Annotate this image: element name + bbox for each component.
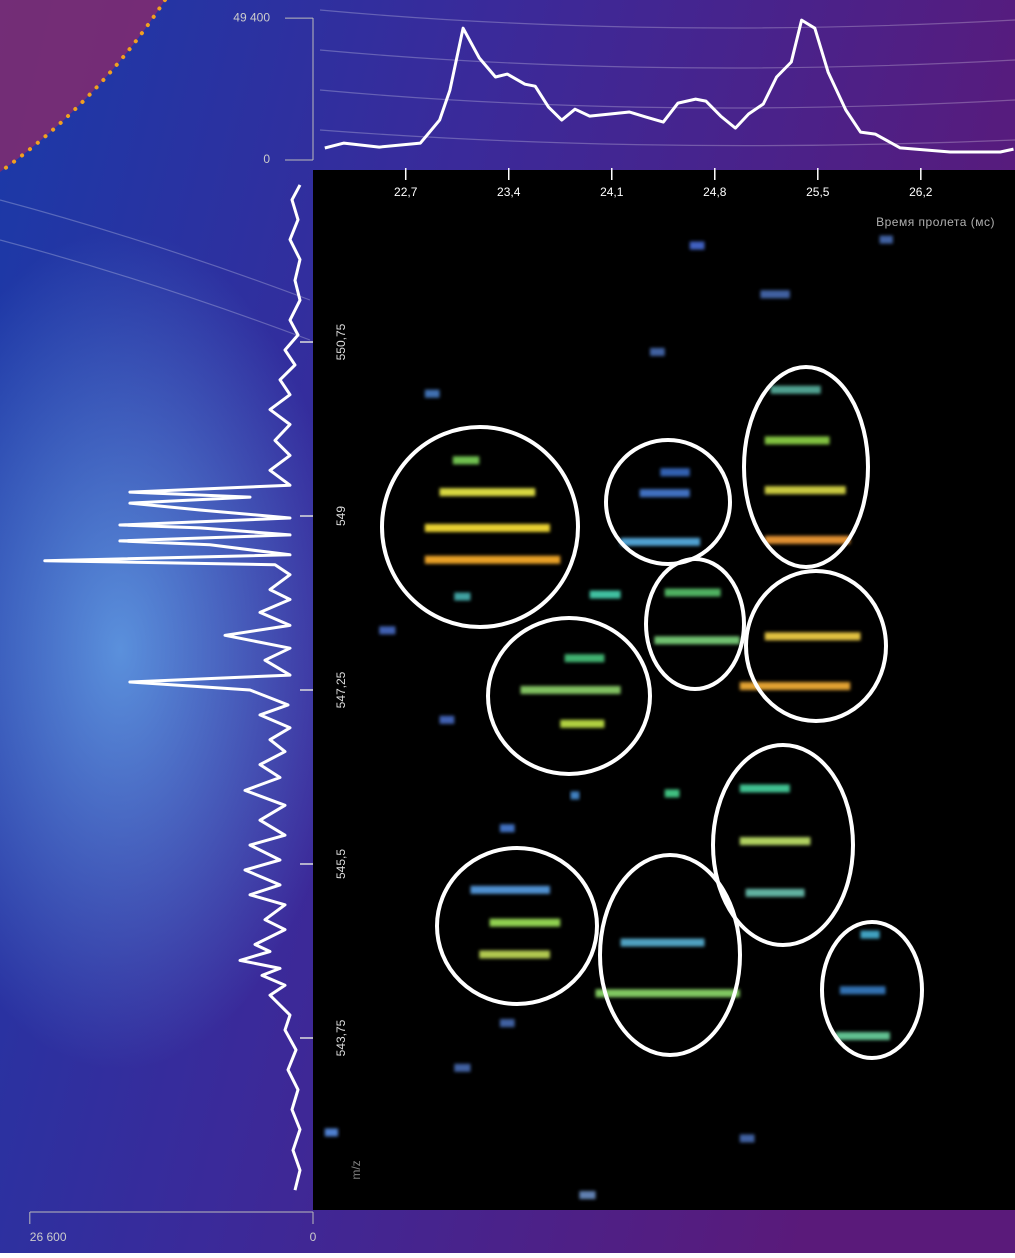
ion-spot (589, 590, 621, 599)
corner-wedge (0, 0, 165, 172)
x-axis-label: Время пролета (мс) (876, 215, 995, 229)
ion-spot (660, 468, 690, 477)
ion-spot (664, 588, 721, 597)
ion-spot (770, 385, 821, 394)
ion-spot (620, 938, 705, 947)
mz-axis-label: m/z (349, 1160, 363, 1179)
ion-spot (560, 719, 605, 728)
ion-spot (570, 791, 580, 800)
ion-spot (639, 489, 690, 498)
ion-spot (595, 989, 740, 998)
ion-spot (764, 632, 861, 641)
dotted-arc (0, 0, 167, 174)
ion-spot (439, 488, 536, 497)
ion-spot (739, 784, 790, 793)
x-tick-label: 25,5 (806, 185, 830, 199)
ion-spot (499, 824, 515, 833)
x-tick-label: 22,7 (394, 185, 418, 199)
ion-spot (760, 290, 790, 299)
ion-spot (499, 1019, 515, 1028)
ion-spot (324, 1128, 339, 1137)
ion-spot (664, 789, 680, 798)
ion-spot (879, 235, 893, 244)
intensity-tick-label: 0 (310, 1230, 317, 1244)
ion-spot (439, 715, 455, 724)
data-line (324, 18, 1014, 154)
mz-tick-label: 545,5 (334, 849, 348, 879)
ion-spot (764, 486, 846, 495)
mz-tick-label: 550,75 (334, 323, 348, 360)
ion-spot (739, 682, 851, 691)
ion-spot (452, 456, 480, 465)
ion-spot (739, 837, 811, 846)
mz-tick-label: 547,25 (334, 671, 348, 708)
ion-spot (424, 555, 561, 564)
mz-tick-label: 549 (334, 506, 348, 526)
ion-spot (564, 654, 605, 663)
y-tick-label: 0 (263, 152, 270, 166)
ion-spot (579, 1191, 596, 1200)
ion-spot (520, 686, 621, 694)
y-tick-label: 49 400 (233, 10, 270, 24)
glow (0, 230, 350, 1070)
ion-spot (620, 537, 701, 546)
ion-spot (860, 930, 880, 939)
data-line (43, 184, 302, 1191)
ion-spot (654, 636, 740, 645)
ion-spot (739, 1134, 755, 1143)
x-tick-label: 26,2 (909, 185, 933, 199)
x-tick-label: 23,4 (497, 185, 521, 199)
ion-spot (650, 347, 665, 356)
ion-spot (764, 436, 830, 445)
ion-spot (424, 389, 440, 398)
x-tick-label: 24,1 (600, 185, 624, 199)
ion-spot (424, 523, 550, 532)
ion-spot (745, 888, 805, 897)
ion-spot (479, 950, 550, 959)
ion-spot (839, 986, 886, 995)
ion-spot (454, 1063, 471, 1072)
annotation-circles (380, 365, 924, 1060)
ion-spot (379, 626, 396, 635)
ion-spot (470, 885, 550, 894)
x-tick-label: 24,8 (703, 185, 727, 199)
ion-spot (454, 592, 471, 601)
ion-spot (489, 918, 561, 927)
decor-lines (0, 9, 1015, 341)
ion-spot (689, 241, 705, 250)
mz-tick-label: 543,75 (334, 1019, 348, 1056)
ion-spot (764, 535, 851, 544)
marks (43, 18, 1014, 1200)
intensity-tick-label: 26 600 (30, 1230, 67, 1244)
heatmap-area (313, 170, 1015, 1210)
ion-spot (835, 1032, 890, 1041)
